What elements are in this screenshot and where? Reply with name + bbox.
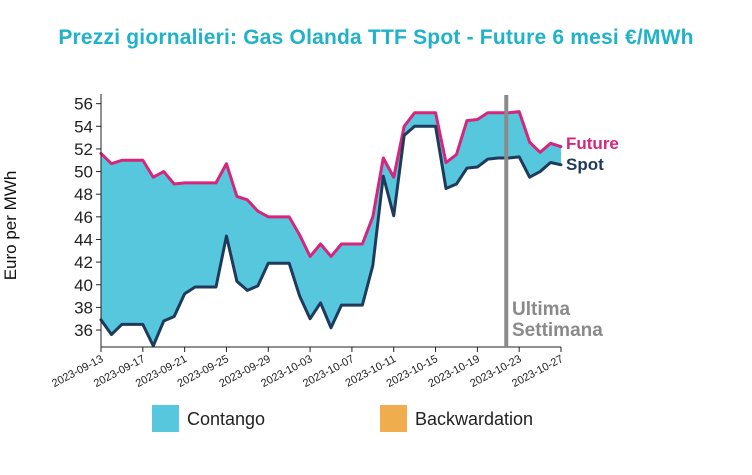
legend: Contango Backwardation <box>152 405 533 432</box>
y-tick-label: 46 <box>74 208 93 227</box>
last-week-annotation: Ultima <box>512 299 571 320</box>
last-week-annotation: Settimana <box>512 320 603 341</box>
y-tick-label: 48 <box>74 185 93 204</box>
y-tick-label: 52 <box>74 140 93 159</box>
legend-swatch-contango <box>152 405 179 432</box>
y-tick-label: 36 <box>74 321 93 340</box>
spot-series-label: Spot <box>566 155 604 174</box>
y-tick-label: 38 <box>74 298 93 317</box>
chart-title: Prezzi giornalieri: Gas Olanda TTF Spot … <box>58 26 694 49</box>
future-series-label: Future <box>566 134 619 153</box>
y-tick-label: 44 <box>74 230 93 249</box>
series-label-layer: Future Spot <box>566 134 619 174</box>
y-tick-label: 40 <box>74 276 93 295</box>
legend-swatch-backwardation <box>380 405 407 432</box>
future-line <box>99 110 563 258</box>
y-axis-label: Euro per MWh <box>1 171 20 281</box>
contango-area <box>101 111 561 346</box>
y-axis-title: Euro per MWh <box>1 171 20 281</box>
legend-label-contango: Contango <box>187 409 265 429</box>
y-tick-label: 54 <box>74 117 93 136</box>
y-tick-label: 50 <box>74 163 93 182</box>
y-tick-label: 42 <box>74 253 93 272</box>
legend-label-backwardation: Backwardation <box>415 409 533 429</box>
y-tick-label: 56 <box>74 95 93 114</box>
series-line-layer <box>99 110 563 348</box>
contango-area-layer <box>101 111 561 346</box>
spot-line <box>99 124 563 348</box>
